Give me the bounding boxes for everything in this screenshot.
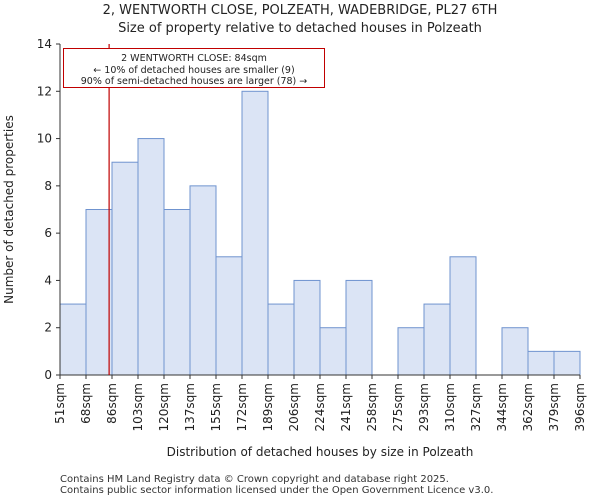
x-tick-label: 396sqm xyxy=(573,383,587,431)
x-tick-label: 275sqm xyxy=(391,383,405,431)
footer-line-1: Contains HM Land Registry data © Crown c… xyxy=(60,474,449,485)
x-tick-label: 189sqm xyxy=(261,383,275,431)
histogram-bar xyxy=(527,350,555,376)
x-tick-label: 137sqm xyxy=(183,383,197,431)
y-tick-label: 14 xyxy=(37,37,52,51)
y-tick-label: 10 xyxy=(37,132,52,146)
chart-title: 2, WENTWORTH CLOSE, POLZEATH, WADEBRIDGE… xyxy=(102,3,498,18)
annotation-line-2: ← 10% of detached houses are smaller (9) xyxy=(93,64,295,76)
x-tick-label: 86sqm xyxy=(105,383,119,424)
x-tick-label: 293sqm xyxy=(417,383,431,431)
x-tick-label: 344sqm xyxy=(495,383,509,431)
x-tick-label: 327sqm xyxy=(469,383,483,431)
histogram-bar xyxy=(293,279,321,376)
x-tick-label: 51sqm xyxy=(53,383,67,424)
y-tick-label: 4 xyxy=(44,273,52,287)
annotation-line-3: 90% of semi-detached houses are larger (… xyxy=(80,76,308,87)
histogram-bar xyxy=(163,209,191,376)
histogram-bar xyxy=(449,256,477,376)
x-tick-label: 241sqm xyxy=(339,383,353,431)
histogram-bar xyxy=(267,303,295,376)
y-tick-label: 8 xyxy=(44,179,52,193)
histogram-bar xyxy=(111,161,139,376)
x-tick-label: 155sqm xyxy=(209,383,223,431)
property-annotation-box: 2 WENTWORTH CLOSE: 84sqm ← 10% of detach… xyxy=(63,48,325,88)
histogram-bar xyxy=(59,303,87,376)
x-tick-label: 206sqm xyxy=(287,383,301,431)
x-tick-label: 258sqm xyxy=(365,383,379,431)
footer-line-2: Contains public sector information licen… xyxy=(60,485,494,496)
x-tick-label: 103sqm xyxy=(131,383,145,431)
x-tick-label: 362sqm xyxy=(521,383,535,431)
histogram-bar xyxy=(137,138,165,376)
x-tick-label: 224sqm xyxy=(313,383,327,431)
histogram-bar xyxy=(215,256,243,376)
histogram-bar xyxy=(423,303,451,376)
histogram-bar xyxy=(241,90,269,376)
histogram-bar xyxy=(397,327,425,376)
x-tick-label: 172sqm xyxy=(235,383,249,431)
x-tick-label: 379sqm xyxy=(547,383,561,431)
histogram-bar xyxy=(345,279,373,376)
annotation-line-1: 2 WENTWORTH CLOSE: 84sqm xyxy=(121,53,267,64)
y-tick-label: 12 xyxy=(37,84,52,98)
y-tick-label: 2 xyxy=(44,321,52,335)
x-tick-label: 68sqm xyxy=(79,383,93,424)
histogram-bar xyxy=(553,350,581,376)
y-tick-label: 0 xyxy=(44,368,52,382)
y-axis-label: Number of detached properties xyxy=(2,115,16,304)
histogram-bar xyxy=(189,185,217,376)
x-tick-label: 310sqm xyxy=(443,383,457,431)
y-tick-label: 6 xyxy=(44,226,52,240)
x-axis-label: Distribution of detached houses by size … xyxy=(167,445,474,459)
chart-subtitle: Size of property relative to detached ho… xyxy=(118,21,482,36)
histogram-bar xyxy=(501,327,529,376)
histogram-bar xyxy=(85,209,113,376)
x-tick-label: 120sqm xyxy=(157,383,171,431)
histogram-bar xyxy=(319,327,347,376)
